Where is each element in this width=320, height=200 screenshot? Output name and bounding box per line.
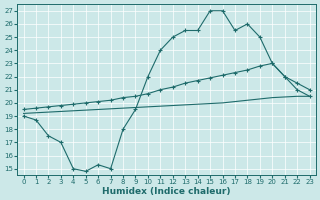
X-axis label: Humidex (Indice chaleur): Humidex (Indice chaleur) [102,187,231,196]
